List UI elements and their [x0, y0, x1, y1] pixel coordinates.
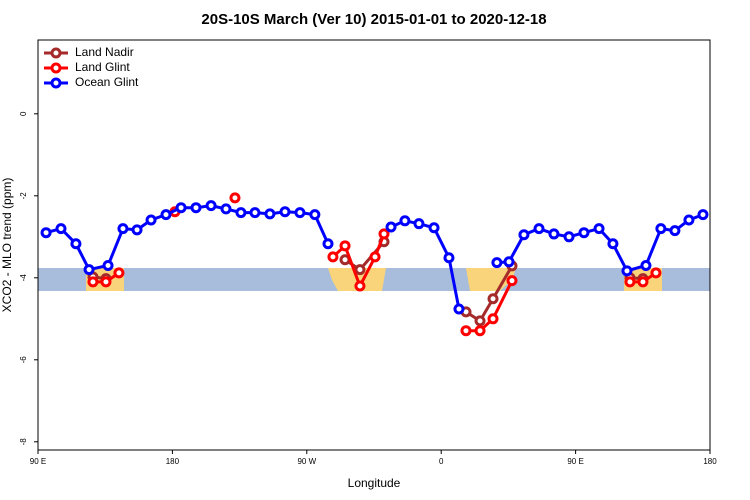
point	[369, 251, 381, 263]
point	[697, 209, 709, 221]
y-tick-label: -6	[19, 356, 28, 364]
point	[533, 223, 545, 235]
map-strip	[38, 268, 710, 291]
chart-title: 20S-10S March (Ver 10) 2015-01-01 to 202…	[201, 11, 546, 28]
point	[460, 325, 472, 337]
point	[621, 265, 633, 277]
point	[220, 203, 232, 215]
point	[339, 240, 351, 252]
legend-label: Ocean Glint	[75, 75, 139, 89]
point	[70, 238, 82, 250]
point	[229, 192, 241, 204]
land-patch	[466, 268, 516, 291]
point	[399, 215, 411, 227]
point	[100, 276, 112, 288]
point	[145, 214, 157, 226]
point	[175, 202, 187, 214]
x-tick-label: 90 E	[30, 457, 46, 466]
point	[83, 264, 95, 276]
point	[506, 275, 518, 287]
point	[578, 227, 590, 239]
point	[378, 228, 390, 240]
point	[113, 267, 125, 279]
x-tick-label: 180	[703, 457, 717, 466]
point	[650, 267, 662, 279]
point	[487, 293, 499, 305]
point	[322, 238, 334, 250]
point	[205, 200, 217, 212]
point	[309, 209, 321, 221]
point	[160, 209, 172, 221]
point	[235, 207, 247, 219]
legend-label: Land Glint	[75, 60, 130, 74]
plot-frame	[37, 39, 711, 451]
point	[327, 251, 339, 263]
y-tick-label: 0	[19, 111, 28, 116]
point	[87, 276, 99, 288]
point	[55, 223, 67, 235]
point	[593, 223, 605, 235]
point	[354, 264, 366, 276]
x-axis-label: Longitude	[348, 476, 401, 490]
point	[655, 223, 667, 235]
point	[413, 218, 425, 230]
point	[607, 238, 619, 250]
point	[117, 223, 129, 235]
point	[249, 207, 261, 219]
point	[354, 280, 366, 292]
point	[279, 206, 291, 218]
x-tick-label: 90 W	[297, 457, 316, 466]
point	[669, 225, 681, 237]
point	[637, 276, 649, 288]
point	[190, 202, 202, 214]
point	[40, 227, 52, 239]
x-tick-label: 180	[166, 457, 180, 466]
point	[548, 228, 560, 240]
point	[474, 315, 486, 327]
point	[453, 303, 465, 315]
point	[683, 214, 695, 226]
y-tick-label: -8	[19, 438, 28, 446]
legend-marker	[50, 77, 62, 89]
point	[563, 231, 575, 243]
point	[487, 313, 499, 325]
y-axis-label: XCO2 - MLO trend (ppm)	[0, 178, 14, 313]
y-tick-label: -2	[19, 192, 28, 200]
point	[474, 325, 486, 337]
legend-label: Land Nadir	[75, 45, 134, 59]
point	[428, 222, 440, 234]
point	[102, 260, 114, 271]
point	[131, 224, 143, 236]
x-tick-label: 90 E	[567, 457, 583, 466]
point	[503, 256, 515, 268]
legend-marker	[50, 62, 62, 74]
point	[624, 276, 636, 288]
point	[385, 221, 397, 233]
y-tick-label: -4	[19, 274, 28, 282]
point	[640, 260, 652, 271]
point	[443, 252, 455, 264]
point	[294, 207, 306, 219]
point	[264, 208, 276, 220]
x-tick-label: 0	[439, 457, 444, 466]
point	[518, 229, 530, 241]
legend-marker	[50, 47, 62, 59]
point	[491, 257, 503, 269]
